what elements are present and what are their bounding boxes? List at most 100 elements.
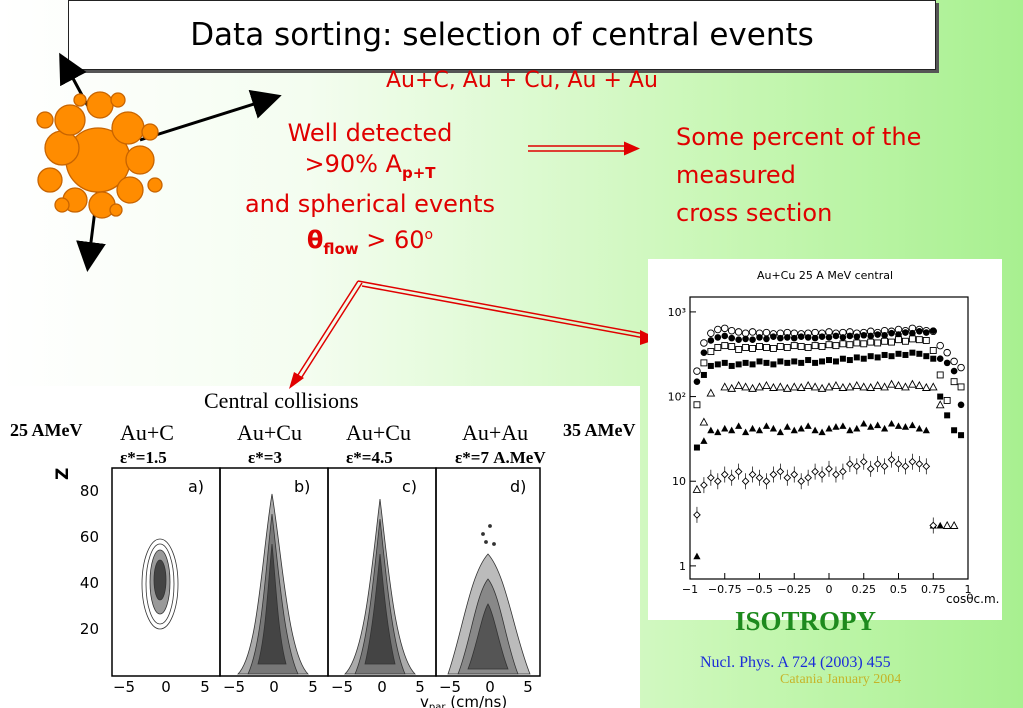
data-point-filled-triangle bbox=[742, 428, 750, 436]
data-point-filled-triangle bbox=[755, 426, 764, 434]
data-point-filled-circle bbox=[770, 333, 777, 340]
data-point-open-diamond bbox=[839, 467, 847, 476]
data-point-filled-triangle bbox=[707, 426, 715, 434]
criteria-line-4: θflow > 60o bbox=[306, 225, 434, 258]
x-tick-label: −1 bbox=[682, 583, 698, 596]
data-point-open-square bbox=[742, 344, 750, 351]
footer-text: Catania January 2004 bbox=[780, 672, 902, 687]
data-point-filled-triangle bbox=[881, 424, 889, 432]
data-point-filled-triangle bbox=[804, 422, 812, 429]
data-point-filled-triangle bbox=[901, 423, 910, 430]
data-point-filled-square bbox=[853, 354, 860, 361]
data-point-open-square bbox=[756, 343, 763, 350]
data-point-open-circle bbox=[707, 329, 715, 337]
x-tick-label: 0 bbox=[826, 583, 833, 596]
data-point-filled-triangle bbox=[887, 419, 896, 427]
data-point-open-diamond bbox=[748, 470, 757, 479]
x-tick-label: −0.75 bbox=[708, 583, 742, 596]
data-point-filled-triangle bbox=[735, 422, 743, 429]
data-point-open-diamond bbox=[908, 457, 917, 466]
panel-tag-a: a) bbox=[188, 477, 204, 496]
ytick-60: 60 bbox=[80, 528, 99, 546]
data-point-filled-triangle bbox=[936, 521, 944, 529]
data-point-open-diamond bbox=[859, 457, 868, 466]
data-point-open-square bbox=[714, 344, 722, 351]
data-point-filled-triangle bbox=[846, 426, 854, 434]
data-point-open-triangle bbox=[748, 383, 757, 392]
data-point-filled-circle bbox=[763, 335, 770, 343]
data-point-filled-triangle bbox=[860, 419, 868, 427]
data-point-filled-circle bbox=[874, 331, 881, 338]
result-line-3: cross section bbox=[676, 199, 833, 227]
system-label-c: Au+Cu bbox=[346, 420, 411, 445]
data-point-open-triangle bbox=[928, 382, 938, 391]
data-point-open-square bbox=[929, 347, 937, 354]
data-point-open-triangle bbox=[859, 382, 869, 391]
isotropy-label: ISOTROPY bbox=[735, 606, 877, 636]
data-point-open-circle bbox=[762, 328, 771, 337]
angular-distribution-chart: Au+Cu 25 A MeV central −1 −0.75 −0.5 −0.25 0… bbox=[668, 269, 1000, 606]
data-point-open-diamond bbox=[811, 467, 819, 476]
data-point-open-circle bbox=[957, 363, 965, 372]
contour-blob-d bbox=[447, 524, 531, 675]
data-point-open-triangle bbox=[873, 380, 883, 389]
data-point-open-circle bbox=[748, 328, 757, 336]
data-point-filled-square bbox=[832, 358, 839, 365]
data-point-filled-triangle bbox=[721, 424, 729, 432]
selection-criteria: Well detected >90% Ap+T and spherical ev… bbox=[205, 118, 535, 265]
data-point-open-square bbox=[867, 338, 875, 346]
data-point-filled-square bbox=[770, 361, 777, 368]
data-point-open-square bbox=[922, 337, 930, 344]
data-point-filled-square bbox=[763, 359, 770, 366]
data-point-open-diamond bbox=[707, 473, 715, 482]
xtick-c-0: 0 bbox=[377, 678, 387, 696]
data-point-filled-triangle bbox=[762, 422, 771, 429]
data-point-open-triangle bbox=[741, 382, 750, 391]
chart-title: Au+Cu 25 A MeV central bbox=[757, 269, 893, 282]
data-point-open-triangle bbox=[880, 382, 889, 391]
data-point-filled-square bbox=[902, 351, 909, 358]
data-point-filled-circle bbox=[916, 328, 923, 335]
energy-label-right: 35 AMeV bbox=[563, 420, 636, 440]
data-point-filled-square bbox=[784, 359, 791, 366]
data-point-open-triangle bbox=[887, 379, 896, 388]
data-point-open-square bbox=[936, 371, 944, 379]
data-point-filled-triangle bbox=[797, 424, 805, 432]
data-point-open-diamond bbox=[797, 477, 806, 486]
data-point-open-circle bbox=[714, 325, 722, 334]
excitation-label-a: ε*=1.5 bbox=[120, 448, 167, 467]
data-point-open-square bbox=[790, 342, 798, 350]
data-point-filled-square bbox=[693, 444, 700, 451]
data-point-filled-circle bbox=[818, 333, 826, 340]
data-point-open-square bbox=[762, 344, 770, 351]
data-point-open-triangle bbox=[706, 388, 716, 397]
data-point-open-circle bbox=[936, 341, 944, 350]
x-tick-label: 1 bbox=[965, 583, 972, 596]
data-point-open-triangle bbox=[921, 382, 931, 391]
data-point-filled-circle bbox=[860, 331, 868, 339]
data-point-open-triangle bbox=[803, 380, 813, 389]
data-point-filled-circle bbox=[923, 329, 930, 336]
data-point-open-diamond bbox=[769, 470, 778, 479]
data-point-open-diamond bbox=[693, 511, 701, 519]
data-point-filled-circle bbox=[700, 349, 708, 356]
data-point-filled-triangle bbox=[818, 428, 826, 436]
data-point-open-triangle bbox=[727, 383, 737, 392]
data-point-filled-square bbox=[909, 349, 916, 356]
excitation-label-d: ε*=7 A.MeV bbox=[455, 448, 546, 467]
data-point-open-square bbox=[957, 383, 965, 391]
x-axis-label: vpar (cm/ns) bbox=[420, 693, 507, 708]
data-point-filled-square bbox=[721, 359, 728, 366]
data-point-filled-triangle bbox=[776, 428, 784, 436]
data-point-open-triangle bbox=[894, 380, 903, 389]
data-point-open-square bbox=[888, 338, 896, 346]
data-point-filled-square bbox=[888, 353, 895, 360]
y-tick-label: 1 bbox=[679, 560, 686, 573]
data-point-open-diamond bbox=[762, 477, 771, 486]
data-point-open-triangle bbox=[782, 383, 792, 392]
data-point-open-triangle bbox=[775, 382, 785, 391]
data-point-open-square bbox=[950, 378, 958, 386]
data-point-filled-square bbox=[944, 412, 951, 419]
data-point-open-square bbox=[721, 342, 729, 350]
data-point-filled-triangle bbox=[728, 426, 736, 434]
